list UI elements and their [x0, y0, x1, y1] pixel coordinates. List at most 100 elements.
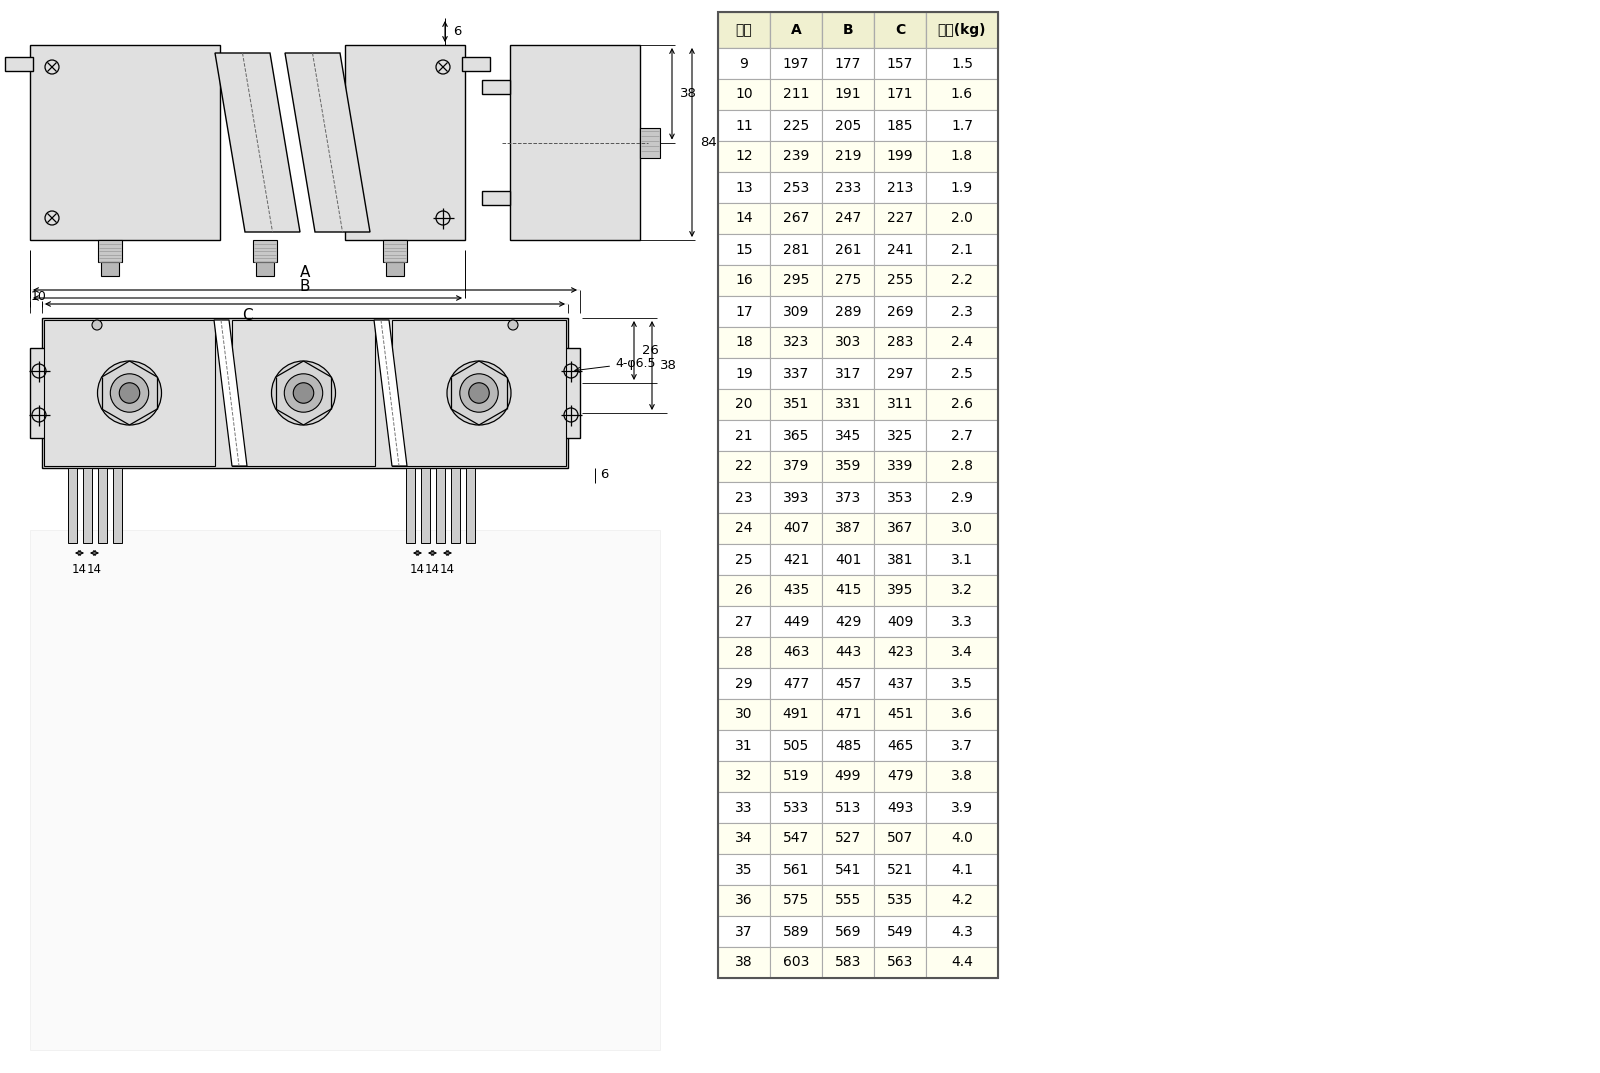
Text: 3.4: 3.4 [950, 646, 973, 660]
Text: 171: 171 [886, 88, 914, 102]
Text: 393: 393 [782, 490, 810, 504]
Text: 507: 507 [886, 832, 914, 846]
Text: 9: 9 [739, 57, 749, 71]
Bar [718, 730, 770, 761]
Text: 421: 421 [782, 553, 810, 567]
Text: 485: 485 [835, 738, 861, 752]
Text: 521: 521 [886, 863, 914, 877]
Text: 2.3: 2.3 [950, 305, 973, 319]
Bar [926, 885, 998, 916]
Text: 491: 491 [782, 707, 810, 721]
Text: 407: 407 [782, 521, 810, 535]
Bar [770, 513, 822, 544]
Bar [770, 761, 822, 792]
Bar [926, 761, 998, 792]
Text: 339: 339 [886, 459, 914, 473]
Text: 583: 583 [835, 955, 861, 970]
Bar [926, 544, 998, 575]
Circle shape [459, 373, 498, 412]
Bar [718, 234, 770, 265]
Text: 267: 267 [782, 211, 810, 225]
Bar [482, 191, 510, 205]
Bar [770, 420, 822, 451]
Text: 589: 589 [782, 925, 810, 939]
Bar [718, 203, 770, 234]
Text: 239: 239 [782, 149, 810, 163]
Bar [926, 699, 998, 730]
Bar [926, 420, 998, 451]
Text: 541: 541 [835, 863, 861, 877]
Bar [822, 358, 874, 389]
Text: 373: 373 [835, 490, 861, 504]
Bar [822, 451, 874, 482]
Bar [822, 172, 874, 203]
Text: 38: 38 [734, 955, 754, 970]
Circle shape [110, 373, 149, 412]
Text: 499: 499 [835, 769, 861, 783]
Text: 241: 241 [886, 242, 914, 256]
Bar [822, 513, 874, 544]
Bar [874, 637, 926, 668]
Bar [926, 234, 998, 265]
Text: 2.7: 2.7 [950, 428, 973, 442]
Bar [926, 916, 998, 947]
Bar [718, 668, 770, 699]
Bar [822, 420, 874, 451]
Bar [874, 420, 926, 451]
Bar [822, 916, 874, 947]
Text: 3.2: 3.2 [950, 584, 973, 598]
Text: 297: 297 [886, 367, 914, 381]
Bar [822, 575, 874, 606]
Text: 325: 325 [886, 428, 914, 442]
Text: 26: 26 [642, 344, 659, 357]
Bar [718, 451, 770, 482]
Text: 261: 261 [835, 242, 861, 256]
Bar [874, 111, 926, 141]
Bar [45, 320, 214, 466]
Text: 3.6: 3.6 [950, 707, 973, 721]
Bar [822, 947, 874, 978]
Circle shape [509, 320, 518, 330]
Text: 415: 415 [835, 584, 861, 598]
Bar [926, 792, 998, 823]
Text: 255: 255 [886, 274, 914, 288]
Text: B: B [299, 279, 310, 294]
Text: 275: 275 [835, 274, 861, 288]
Text: 6: 6 [453, 25, 461, 38]
Bar [770, 265, 822, 296]
Bar [718, 141, 770, 172]
Circle shape [285, 373, 323, 412]
Bar [462, 57, 490, 71]
Text: 38: 38 [661, 359, 677, 372]
Bar [5, 57, 34, 71]
Text: 337: 337 [782, 367, 810, 381]
Bar [770, 637, 822, 668]
Text: 4.3: 4.3 [950, 925, 973, 939]
Bar [770, 668, 822, 699]
Text: 359: 359 [835, 459, 861, 473]
Text: 14: 14 [440, 563, 454, 576]
Text: 191: 191 [835, 88, 861, 102]
Text: 225: 225 [782, 118, 810, 132]
Text: C: C [242, 308, 253, 323]
Text: 519: 519 [782, 769, 810, 783]
Circle shape [446, 361, 510, 425]
Text: 351: 351 [782, 397, 810, 412]
Text: 547: 547 [782, 832, 810, 846]
Text: 569: 569 [835, 925, 861, 939]
Bar [874, 358, 926, 389]
Bar [770, 451, 822, 482]
Bar [718, 575, 770, 606]
Bar [874, 203, 926, 234]
Text: 211: 211 [782, 88, 810, 102]
Bar [874, 606, 926, 637]
Text: 535: 535 [886, 894, 914, 908]
Text: 18: 18 [734, 336, 754, 350]
Text: 513: 513 [835, 800, 861, 814]
Bar [822, 668, 874, 699]
Text: 477: 477 [782, 676, 810, 691]
Circle shape [98, 361, 162, 425]
Text: 323: 323 [782, 336, 810, 350]
Text: A: A [299, 265, 310, 280]
Text: 479: 479 [886, 769, 914, 783]
